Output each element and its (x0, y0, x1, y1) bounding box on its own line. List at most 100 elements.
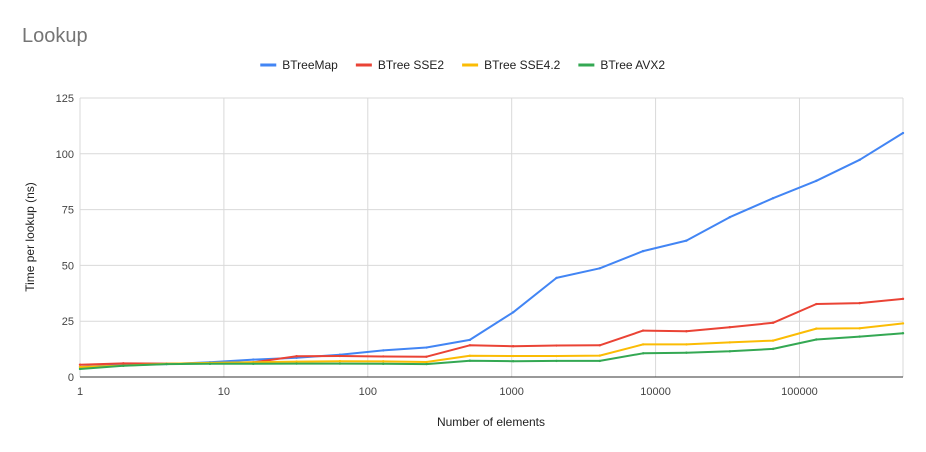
data-point (555, 359, 558, 363)
data-point (78, 367, 82, 371)
data-point (511, 344, 515, 348)
legend-label: BTree SSE2 (378, 58, 445, 72)
x-tick-label: 10 (218, 386, 230, 398)
data-point (468, 338, 472, 342)
data-point (858, 158, 861, 162)
data-point (598, 354, 601, 357)
data-point (728, 350, 731, 353)
data-point (728, 215, 731, 219)
data-point (771, 347, 775, 351)
legend-item-3: BTree AVX2 (578, 58, 665, 72)
legend-item-1: BTree SSE2 (355, 58, 445, 72)
series-line-2 (79, 322, 904, 368)
data-point (555, 344, 558, 347)
legend-item-2: BTree SSE4.2 (462, 58, 561, 72)
legend-label: BTreeMap (282, 58, 338, 72)
data-point (208, 362, 212, 366)
data-point (382, 360, 385, 363)
data-point (901, 322, 905, 325)
data-point (338, 354, 342, 358)
data-point (252, 362, 255, 366)
data-point (511, 354, 515, 358)
data-point (338, 359, 342, 363)
legend-label: BTree SSE4.2 (484, 58, 561, 72)
data-point (901, 332, 905, 335)
data-point (685, 330, 688, 333)
x-axis-ticks: 1 10 100 1000 10000 100000 (77, 386, 818, 398)
x-tick-label: 10000 (640, 386, 671, 398)
legend: BTreeMap BTree SSE2 BTree SSE4.2 BTree AVX2 (260, 58, 665, 72)
data-point (771, 321, 775, 324)
x-axis-label: Number of elements (437, 415, 545, 429)
data-point (598, 267, 601, 270)
y-tick-label: 50 (62, 260, 74, 272)
data-point (641, 343, 645, 346)
data-point (468, 359, 472, 362)
gridlines (79, 97, 904, 377)
data-point (555, 354, 558, 358)
data-point (78, 363, 82, 366)
series-line-0 (79, 132, 904, 368)
data-point (901, 297, 905, 301)
data-point (122, 362, 125, 365)
y-tick-label: 100 (56, 149, 74, 161)
y-tick-label: 75 (62, 205, 74, 217)
data-point (728, 326, 731, 329)
series-line-1 (79, 297, 904, 366)
data-point (815, 327, 818, 330)
data-point (815, 302, 818, 306)
data-point (555, 276, 558, 280)
data-point (685, 343, 688, 346)
data-point (815, 338, 818, 341)
legend-label: BTree AVX2 (600, 58, 665, 72)
data-point (295, 355, 298, 358)
data-point (122, 364, 125, 368)
y-tick-label: 25 (62, 316, 74, 328)
data-point (425, 355, 428, 358)
plot-area (78, 131, 905, 371)
data-point (685, 351, 688, 354)
data-point (295, 360, 298, 363)
x-tick-label: 100000 (781, 386, 818, 398)
data-point (425, 360, 428, 364)
y-tick-label: 125 (56, 93, 74, 105)
data-point (468, 344, 472, 347)
data-point (295, 362, 298, 365)
data-point (382, 355, 385, 358)
data-point (78, 365, 82, 369)
y-axis-label: Time per lookup (ns) (23, 182, 37, 292)
data-point (598, 344, 601, 347)
data-point (901, 131, 905, 135)
data-point (728, 341, 731, 344)
data-point (641, 329, 645, 332)
data-point (815, 179, 818, 183)
data-point (468, 354, 472, 357)
chart-title: Lookup (22, 25, 88, 47)
data-point (338, 362, 342, 365)
series-line-3 (79, 332, 904, 370)
data-point (382, 349, 385, 352)
data-point (425, 362, 428, 366)
data-point (641, 352, 645, 355)
legend-item-0: BTreeMap (260, 58, 338, 72)
data-point (771, 197, 775, 200)
data-point (252, 358, 255, 361)
y-axis-ticks: 0 25 50 75 100 125 (56, 93, 74, 384)
data-point (641, 249, 645, 253)
x-tick-label: 1 (77, 386, 83, 398)
x-tick-label: 1000 (499, 386, 523, 398)
data-point (511, 311, 515, 314)
data-point (858, 301, 861, 305)
y-tick-label: 0 (68, 372, 74, 384)
data-point (425, 346, 428, 349)
data-point (858, 327, 861, 330)
data-point (382, 362, 385, 366)
data-point (165, 362, 168, 366)
data-point (685, 239, 688, 242)
data-point (771, 339, 775, 342)
x-tick-label: 100 (359, 386, 377, 398)
data-point (511, 359, 515, 363)
data-point (858, 335, 861, 338)
data-point (598, 359, 601, 363)
